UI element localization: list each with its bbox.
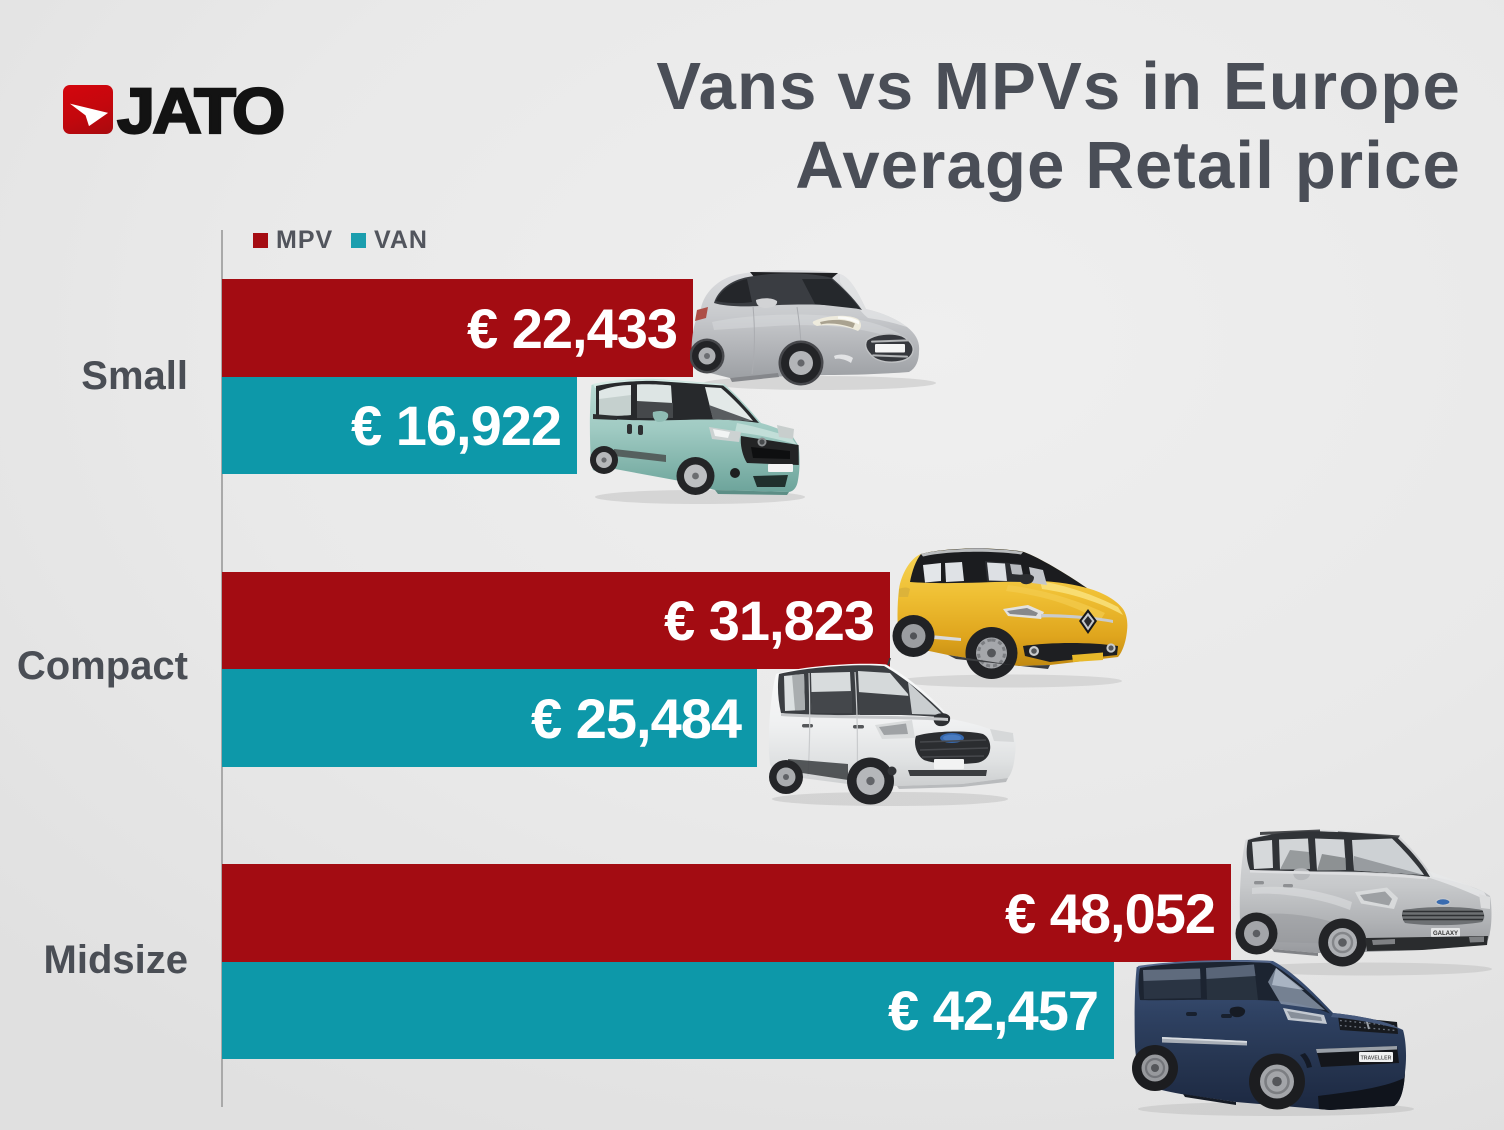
svg-text:GALAXY: GALAXY (1433, 931, 1458, 937)
svg-text:TRAVELLER: TRAVELLER (1361, 1056, 1392, 1062)
